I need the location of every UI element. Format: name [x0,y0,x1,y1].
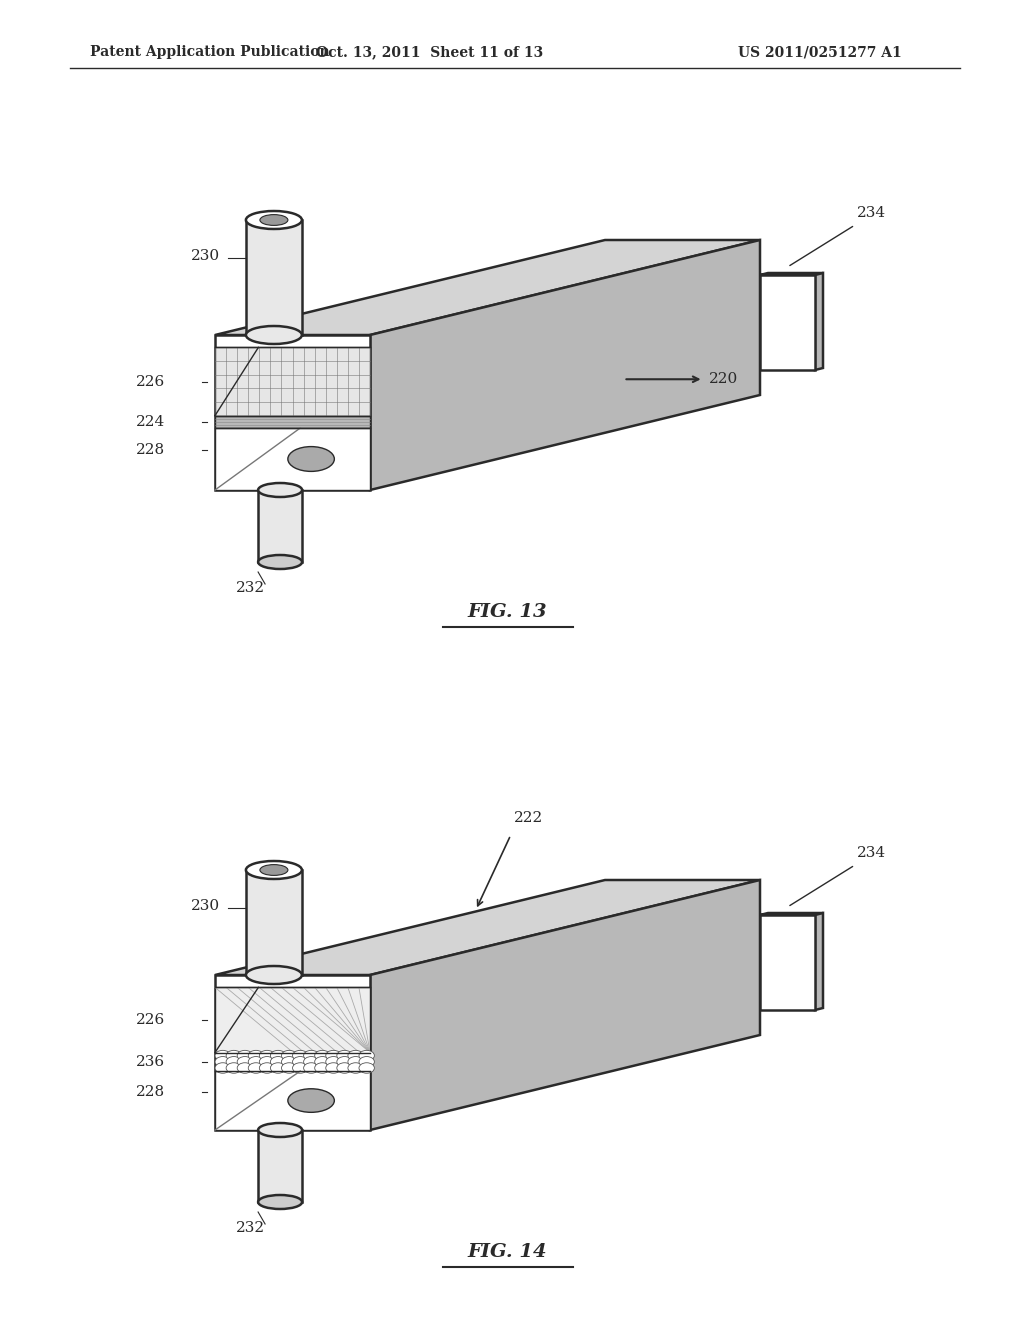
Text: 230: 230 [190,899,220,913]
Ellipse shape [337,1063,352,1073]
Text: 232: 232 [236,1221,264,1236]
Ellipse shape [337,1056,352,1067]
Ellipse shape [326,1056,341,1067]
Ellipse shape [260,215,288,226]
Ellipse shape [246,211,302,228]
Text: 230: 230 [190,249,220,263]
Ellipse shape [259,1063,274,1073]
Text: 222: 222 [514,810,543,825]
Ellipse shape [326,1063,341,1073]
Ellipse shape [270,1051,286,1061]
Ellipse shape [314,1051,330,1061]
Text: 220: 220 [709,372,737,387]
Ellipse shape [238,1063,253,1073]
Polygon shape [215,987,370,1052]
Polygon shape [760,275,815,370]
Ellipse shape [215,1051,230,1061]
Ellipse shape [304,1063,319,1073]
Polygon shape [215,1052,370,1071]
Polygon shape [370,880,760,1130]
Ellipse shape [258,483,302,498]
Ellipse shape [288,1089,335,1113]
Text: 234: 234 [857,206,886,220]
Polygon shape [815,913,823,1010]
Ellipse shape [359,1056,375,1067]
Ellipse shape [226,1063,242,1073]
Text: 228: 228 [136,1085,165,1098]
Ellipse shape [359,1051,375,1061]
Ellipse shape [246,966,302,983]
Ellipse shape [258,554,302,569]
Text: FIG. 14: FIG. 14 [468,1243,547,1261]
Polygon shape [246,220,302,335]
Ellipse shape [314,1063,330,1073]
Ellipse shape [259,1051,274,1061]
Ellipse shape [215,1063,230,1073]
Ellipse shape [348,1051,364,1061]
Text: 236: 236 [136,1055,165,1069]
Ellipse shape [270,1056,286,1067]
Ellipse shape [348,1056,364,1067]
Polygon shape [760,915,815,1010]
Text: Oct. 13, 2011  Sheet 11 of 13: Oct. 13, 2011 Sheet 11 of 13 [316,45,544,59]
Ellipse shape [270,1063,286,1073]
Ellipse shape [282,1056,297,1067]
Ellipse shape [215,1056,230,1067]
Polygon shape [215,347,370,416]
Polygon shape [215,416,370,428]
Ellipse shape [260,865,288,875]
Polygon shape [215,975,370,1130]
Ellipse shape [304,1051,319,1061]
Ellipse shape [248,1051,263,1061]
Ellipse shape [348,1063,364,1073]
Ellipse shape [226,1051,242,1061]
Polygon shape [815,273,823,370]
Ellipse shape [246,326,302,345]
Ellipse shape [238,1056,253,1067]
Ellipse shape [258,1195,302,1209]
Text: 226: 226 [136,375,165,388]
Ellipse shape [314,1056,330,1067]
Ellipse shape [304,1056,319,1067]
Text: US 2011/0251277 A1: US 2011/0251277 A1 [738,45,902,59]
Ellipse shape [282,1063,297,1073]
Text: 226: 226 [136,1012,165,1027]
Ellipse shape [337,1051,352,1061]
Text: 224: 224 [136,414,165,429]
Ellipse shape [293,1056,308,1067]
Polygon shape [246,870,302,975]
Ellipse shape [226,1056,242,1067]
Ellipse shape [248,1056,263,1067]
Polygon shape [258,490,302,562]
Ellipse shape [248,1063,263,1073]
Ellipse shape [359,1063,375,1073]
Polygon shape [370,240,760,490]
Polygon shape [258,1130,302,1203]
Text: FIG. 13: FIG. 13 [468,603,547,620]
Polygon shape [215,880,760,975]
Polygon shape [215,1071,370,1130]
Polygon shape [215,240,760,335]
Ellipse shape [246,861,302,879]
Text: Patent Application Publication: Patent Application Publication [90,45,330,59]
Polygon shape [215,428,370,490]
Ellipse shape [288,446,335,471]
Ellipse shape [293,1063,308,1073]
Ellipse shape [326,1051,341,1061]
Text: 234: 234 [857,846,886,861]
Ellipse shape [258,1123,302,1137]
Polygon shape [760,273,823,275]
Polygon shape [760,913,823,915]
Polygon shape [215,335,370,490]
Ellipse shape [282,1051,297,1061]
Ellipse shape [238,1051,253,1061]
Text: 232: 232 [236,581,264,595]
Ellipse shape [259,1056,274,1067]
Ellipse shape [293,1051,308,1061]
Text: 228: 228 [136,442,165,457]
